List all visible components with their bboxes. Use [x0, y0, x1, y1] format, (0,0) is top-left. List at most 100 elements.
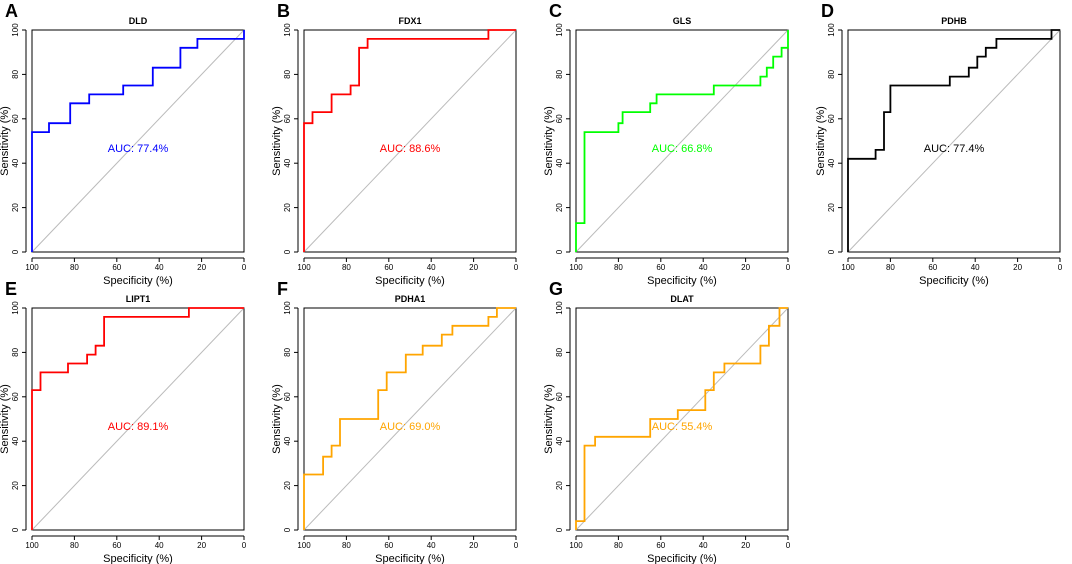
- roc-curve: [31, 307, 244, 530]
- x-tick-label: 40: [699, 541, 708, 550]
- plot-frame: [847, 29, 1061, 253]
- x-tick-label: 60: [384, 541, 393, 550]
- y-tick-label: 80: [283, 69, 292, 78]
- x-tick-label: 60: [112, 263, 121, 272]
- y-tick-label: 40: [11, 158, 20, 167]
- roc-panel-fdx1: B FDX1 100 80 60 40 20 0 0 20 40 60 80 100 Specificity…: [271, 1, 519, 287]
- auc-label: AUC: 77.4%: [924, 143, 985, 155]
- auc-label: AUC: 55.4%: [652, 421, 713, 433]
- auc-label: AUC: 89.1%: [108, 421, 169, 433]
- x-tick-label: 20: [469, 541, 478, 550]
- roc-curve: [575, 307, 788, 530]
- roc-panel-lipt1: E LIPT1 100 80 60 40 20 0 0 20 40 60 80 100 Specificit…: [0, 279, 247, 564]
- roc-curve: [847, 29, 1060, 252]
- x-tick-label: 80: [342, 263, 351, 272]
- roc-curve: [31, 30, 245, 252]
- reference-diagonal: [303, 307, 517, 531]
- y-tick-label: 40: [283, 158, 292, 167]
- panel-letter: E: [5, 279, 17, 299]
- y-axis-title: Sensitivity (%): [271, 106, 283, 176]
- x-axis-title: Specificity (%): [103, 553, 173, 564]
- auc-label: AUC: 69.0%: [380, 421, 441, 433]
- y-tick-label: 80: [11, 347, 20, 356]
- y-axis-title: Sensitivity (%): [543, 384, 555, 454]
- y-tick-label: 20: [827, 203, 836, 212]
- x-tick-label: 100: [569, 541, 583, 550]
- x-tick-label: 80: [342, 541, 351, 550]
- roc-curve: [575, 30, 789, 252]
- auc-label: AUC: 66.8%: [652, 143, 713, 155]
- y-tick-label: 40: [283, 436, 292, 445]
- y-tick-label: 60: [283, 114, 292, 123]
- x-tick-label: 20: [197, 541, 206, 550]
- y-tick-label: 0: [11, 527, 20, 532]
- x-axis-title: Specificity (%): [647, 553, 717, 564]
- roc-panel-pdha1: F PDHA1 100 80 60 40 20 0 0 20 40 60 80 100 Specificit…: [271, 279, 519, 564]
- y-tick-label: 80: [555, 69, 564, 78]
- y-tick-label: 60: [283, 392, 292, 401]
- roc-panel-dld: A DLD 100 80 60 40 20 0 0 20 40 60 80 100 Specificity …: [0, 1, 247, 287]
- x-tick-label: 40: [427, 263, 436, 272]
- y-tick-label: 100: [555, 301, 564, 315]
- y-tick-label: 20: [283, 203, 292, 212]
- x-tick-label: 80: [70, 263, 79, 272]
- x-tick-label: 60: [112, 541, 121, 550]
- x-tick-label: 100: [297, 263, 311, 272]
- chart-title: DLD: [129, 16, 148, 26]
- x-tick-label: 80: [886, 263, 895, 272]
- y-axis-title: Sensitivity (%): [815, 106, 827, 176]
- x-tick-label: 20: [197, 263, 206, 272]
- x-tick-label: 60: [384, 263, 393, 272]
- y-tick-label: 100: [11, 23, 20, 37]
- panel-letter: D: [821, 1, 834, 21]
- x-tick-label: 80: [70, 541, 79, 550]
- reference-diagonal: [31, 29, 245, 253]
- x-tick-label: 40: [699, 263, 708, 272]
- reference-diagonal: [575, 29, 789, 253]
- x-tick-label: 60: [928, 263, 937, 272]
- x-tick-label: 80: [614, 263, 623, 272]
- y-tick-label: 40: [11, 436, 20, 445]
- y-tick-label: 80: [11, 69, 20, 78]
- y-tick-label: 0: [555, 249, 564, 254]
- chart-title: PDHA1: [395, 294, 426, 304]
- chart-title: LIPT1: [126, 294, 151, 304]
- auc-label: AUC: 77.4%: [108, 143, 169, 155]
- y-tick-label: 60: [11, 392, 20, 401]
- y-tick-label: 60: [555, 392, 564, 401]
- y-tick-label: 100: [11, 301, 20, 315]
- y-tick-label: 20: [11, 203, 20, 212]
- y-tick-label: 20: [555, 481, 564, 490]
- y-tick-label: 0: [555, 527, 564, 532]
- x-tick-label: 0: [242, 541, 247, 550]
- chart-title: FDX1: [398, 16, 421, 26]
- roc-panel-pdhb: D PDHB 100 80 60 40 20 0 0 20 40 60 80 100 Specificity…: [815, 1, 1063, 287]
- x-tick-label: 0: [786, 541, 791, 550]
- roc-curve: [303, 307, 516, 530]
- panel-letter: F: [277, 279, 288, 299]
- roc-curve: [303, 29, 516, 252]
- x-axis-title: Specificity (%): [103, 275, 173, 287]
- panel-letter: C: [549, 1, 562, 21]
- y-tick-label: 40: [555, 158, 564, 167]
- y-tick-label: 60: [555, 114, 564, 123]
- x-tick-label: 0: [514, 541, 519, 550]
- x-axis-title: Specificity (%): [375, 275, 445, 287]
- roc-panel-gls: C GLS 100 80 60 40 20 0 0 20 40 60 80 100 Specificity …: [543, 1, 791, 287]
- y-tick-label: 40: [555, 436, 564, 445]
- y-tick-label: 100: [283, 301, 292, 315]
- x-tick-label: 40: [155, 541, 164, 550]
- panel-letter: G: [549, 279, 563, 299]
- panel-letter: A: [5, 1, 18, 21]
- y-axis-title: Sensitivity (%): [0, 106, 11, 176]
- x-tick-label: 40: [427, 541, 436, 550]
- y-tick-label: 80: [827, 69, 836, 78]
- x-axis-title: Specificity (%): [647, 275, 717, 287]
- y-tick-label: 20: [11, 481, 20, 490]
- x-tick-label: 20: [1013, 263, 1022, 272]
- reference-diagonal: [303, 29, 517, 253]
- x-tick-label: 100: [841, 263, 855, 272]
- plot-frame: [303, 307, 517, 531]
- y-tick-label: 40: [827, 158, 836, 167]
